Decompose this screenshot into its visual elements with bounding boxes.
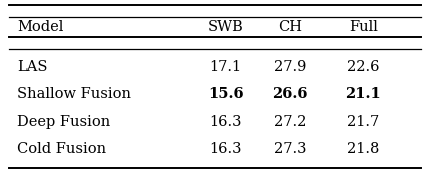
Text: Full: Full (349, 20, 378, 34)
Text: 21.8: 21.8 (347, 143, 380, 156)
Text: 22.6: 22.6 (347, 60, 380, 74)
Text: 21.7: 21.7 (347, 115, 379, 129)
Text: 16.3: 16.3 (209, 143, 242, 156)
Text: Deep Fusion: Deep Fusion (17, 115, 111, 129)
Text: 26.6: 26.6 (273, 88, 308, 101)
Text: 27.2: 27.2 (274, 115, 307, 129)
Text: LAS: LAS (17, 60, 48, 74)
Text: 21.1: 21.1 (345, 88, 381, 101)
Text: 17.1: 17.1 (210, 60, 242, 74)
Text: Shallow Fusion: Shallow Fusion (17, 88, 131, 101)
Text: 27.3: 27.3 (274, 143, 307, 156)
Text: SWB: SWB (208, 20, 244, 34)
Text: CH: CH (278, 20, 302, 34)
Text: 16.3: 16.3 (209, 115, 242, 129)
Text: Model: Model (17, 20, 64, 34)
Text: 15.6: 15.6 (208, 88, 243, 101)
Text: Cold Fusion: Cold Fusion (17, 143, 106, 156)
Text: 27.9: 27.9 (274, 60, 307, 74)
